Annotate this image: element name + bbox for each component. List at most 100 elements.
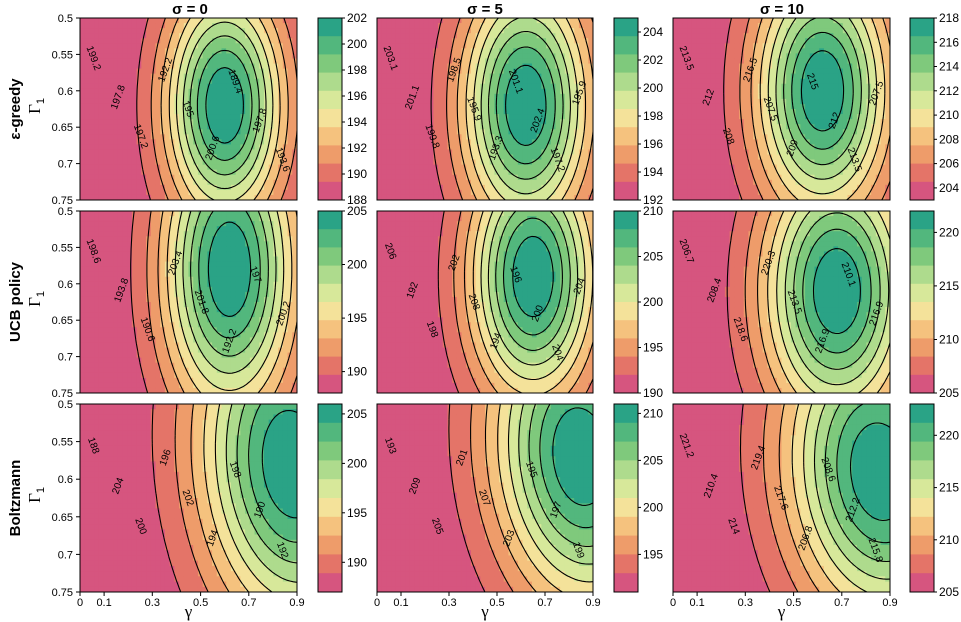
contour-cell [103,119,109,125]
contour-cell [146,124,152,130]
contour-cell [739,33,745,39]
contour-cell [847,179,853,186]
contour-cell [781,68,787,75]
contour-cell [131,194,138,200]
contour-cell [136,73,142,80]
contour-cell [282,98,289,105]
contour-cell [499,194,505,200]
contour-cell [456,184,463,191]
contour-cell [155,154,161,161]
contour-cell [197,154,204,161]
contour-cell [715,114,721,120]
contour-cell [94,109,100,115]
contour-cell [433,189,439,196]
contour-cell [485,28,491,34]
contour-cell [753,88,759,95]
contour-cell [292,129,297,135]
contour-cell [687,28,693,34]
contour-cell [762,98,768,105]
contour-cell [169,184,175,191]
contour-cell [790,103,797,110]
contour-cell [409,93,416,100]
contour-cell [395,53,402,60]
contour-cell [800,33,806,39]
contour-cell [409,164,416,171]
contour-cell [852,23,858,29]
contour-cell [753,189,759,196]
contour-cell [438,194,444,200]
contour-cell [536,194,542,200]
contour-cell [786,43,792,49]
contour-cell [499,53,505,60]
contour-cell [249,28,256,34]
contour-cell [136,48,142,54]
contour-cell [480,154,486,161]
contour-cell [677,109,684,115]
contour-cell [715,159,721,166]
contour-cell [273,78,279,85]
contour-cell [212,119,218,125]
contour-cell [292,98,297,105]
contour-cell [84,134,91,140]
contour-cell [287,119,293,125]
contour-cell [254,134,260,140]
contour-cell [84,88,91,95]
contour-cell [842,144,849,151]
contour-cell [127,73,133,80]
contour-cell [127,114,133,120]
contour-cell [113,88,119,95]
contour-cell [423,149,430,156]
contour-cell [724,88,731,95]
contour-cell [541,18,547,24]
contour-cell [767,109,773,115]
contour-cell [197,119,204,125]
contour-cell [677,194,684,200]
contour-cell [757,109,764,115]
contour-cell [136,154,142,161]
contour-cell [720,194,726,200]
contour-cell [480,149,486,156]
contour-cell [885,78,890,85]
contour-cell [461,73,467,80]
contour-cell [428,179,434,186]
contour-cell [136,23,142,29]
contour-cell [423,98,430,105]
contour-cell [578,68,585,75]
contour-cell [583,189,589,196]
contour-cell [795,154,801,161]
contour-cell [781,194,787,200]
contour-cell [226,43,232,49]
contour-cell [292,68,297,75]
contour-cell [405,93,411,100]
contour-cell [447,38,453,44]
contour-cell [838,139,844,145]
contour-cell [470,134,477,140]
contour-cell [885,88,890,95]
contour-cell [814,139,820,145]
contour-cell [438,73,444,80]
contour-cell [169,48,175,54]
contour-cell [720,164,726,171]
contour-cell [475,53,481,60]
contour-cell [89,169,95,176]
contour-cell [230,68,237,75]
contour-cell [527,48,533,54]
contour-cell [89,18,95,24]
contour-cell [682,63,688,70]
contour-cell [748,154,754,161]
contour-cell [146,93,152,100]
contour-cell [235,144,241,151]
contour-cell [127,119,133,125]
contour-cell [409,194,416,200]
contour-cell [833,139,839,145]
contour-cell [80,78,86,85]
contour-cell [574,139,580,145]
contour-cell [240,33,246,39]
contour-cell [207,33,213,39]
contour-cell [377,154,383,161]
contour-cell [470,48,477,54]
contour-cell [268,28,275,34]
contour-cell [136,28,142,34]
contour-cell [503,139,510,145]
contour-cell [588,18,593,24]
